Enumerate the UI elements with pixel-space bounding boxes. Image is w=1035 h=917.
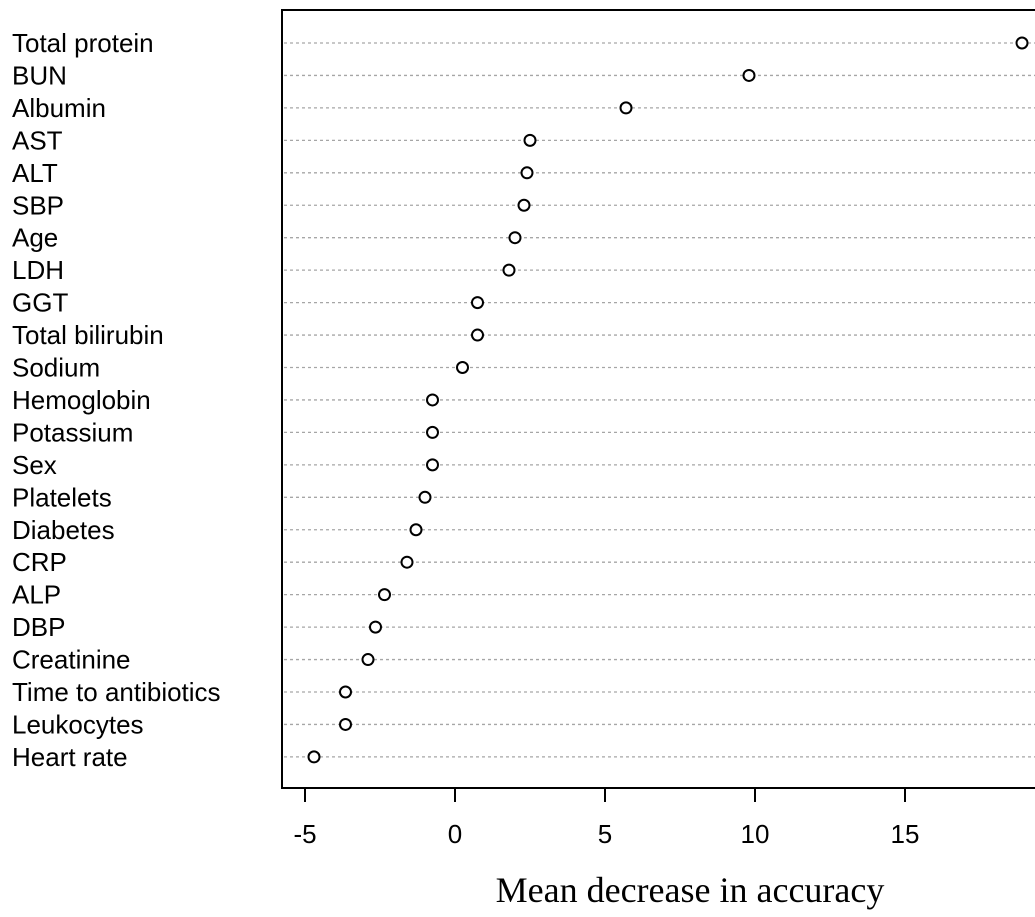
data-point [426,425,439,439]
x-tick-label: -5 [293,819,316,849]
x-tick-label: 15 [891,819,920,849]
data-point [508,231,522,245]
data-point [520,166,534,180]
data-points [307,36,1029,764]
data-point [426,458,439,472]
category-label: ALT [12,158,58,188]
data-point [619,101,633,115]
data-point [502,263,516,277]
category-label: CRP [12,547,67,577]
category-label: Albumin [12,93,106,123]
x-axis: -5 0 5 10 15 [293,787,920,849]
data-point [339,685,352,699]
data-point [418,490,432,504]
category-label: Age [12,223,58,253]
x-tick-label: 10 [741,819,770,849]
data-point [456,361,469,374]
data-point [339,717,352,731]
category-label: Potassium [12,417,133,447]
category-label: Total protein [12,28,154,58]
data-point [378,588,391,602]
category-label: Sodium [12,353,100,383]
category-label: SBP [12,190,64,220]
x-tick-label: 0 [448,819,462,849]
data-point [409,523,423,537]
category-label: Leukocytes [12,709,144,739]
category-label: Time to antibiotics [12,677,221,707]
x-axis-title: Mean decrease in accuracy [496,870,885,910]
data-point [1015,36,1029,50]
data-point [471,296,484,310]
data-point [307,750,321,764]
data-point [523,133,537,147]
data-point [361,653,375,667]
category-label: Sex [12,450,57,480]
data-point [400,555,414,569]
plot-frame [281,9,1035,789]
category-label: DBP [12,612,65,642]
category-label: Diabetes [12,515,115,545]
category-label: Total bilirubin [12,320,164,350]
category-label: AST [12,125,63,155]
category-label: Platelets [12,482,112,512]
guide-lines [284,42,1035,758]
data-point [742,68,756,82]
category-label: GGT [12,288,68,318]
category-label: ALP [12,580,61,610]
data-point [471,328,484,342]
category-label: Hemoglobin [12,385,151,415]
x-tick-label: 5 [598,819,612,849]
category-label: LDH [12,255,64,285]
category-label: Creatinine [12,645,131,675]
data-point [369,620,382,634]
data-point [517,198,531,212]
category-labels: Total proteinBUNAlbuminASTALTSBPAgeLDHGG… [12,28,221,772]
category-label: Heart rate [12,742,128,772]
data-point [426,393,439,407]
category-label: BUN [12,60,67,90]
